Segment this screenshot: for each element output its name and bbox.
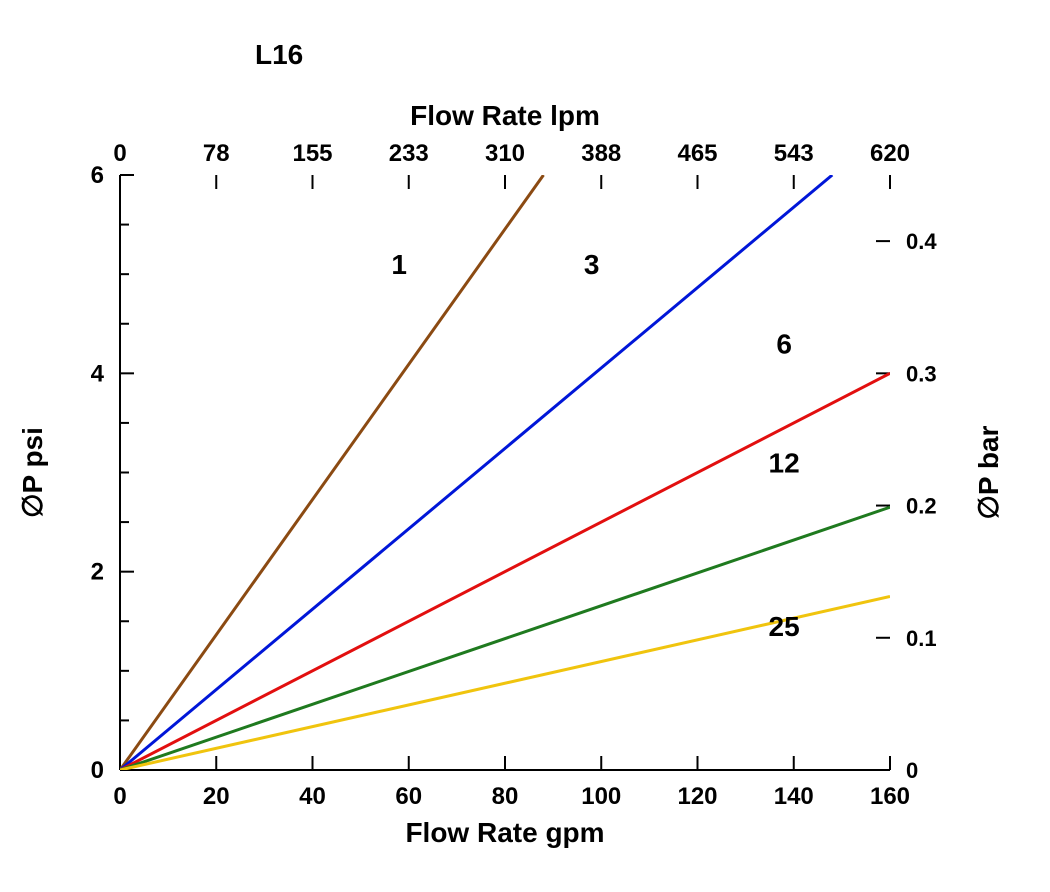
x-top-axis-title: Flow Rate lpm: [410, 100, 600, 131]
x-bottom-axis-title: Flow Rate gpm: [405, 817, 604, 848]
series-label-3: 3: [584, 249, 600, 280]
x-top-tick-label: 465: [677, 140, 717, 167]
x-bottom-tick-label: 140: [774, 783, 814, 810]
chart-title: L16: [255, 39, 303, 70]
x-bottom-tick-label: 60: [395, 783, 422, 810]
y-left-tick-label: 6: [91, 162, 104, 189]
x-bottom-tick-label: 80: [492, 783, 519, 810]
x-bottom-tick-label: 40: [299, 783, 326, 810]
y-right-tick-label: 0: [906, 758, 918, 783]
x-top-tick-label: 310: [485, 140, 525, 167]
series-label-1: 1: [391, 249, 407, 280]
y-left-tick-label: 4: [91, 360, 105, 387]
y-right-tick-label: 0.1: [906, 626, 937, 651]
x-bottom-tick-label: 0: [113, 783, 126, 810]
series-label-12: 12: [769, 448, 800, 479]
x-bottom-tick-label: 120: [677, 783, 717, 810]
x-top-tick-label: 543: [774, 140, 814, 167]
y-left-tick-label: 0: [91, 757, 104, 784]
y-right-tick-label: 0.3: [906, 361, 937, 386]
y-right-axis-title: ∅P bar: [973, 425, 1004, 519]
y-right-tick-label: 0.4: [906, 229, 937, 254]
y-left-axis-title: ∅P psi: [17, 427, 48, 518]
x-bottom-tick-label: 100: [581, 783, 621, 810]
x-top-tick-label: 620: [870, 140, 910, 167]
series-label-25: 25: [769, 611, 800, 642]
x-top-tick-label: 78: [203, 140, 230, 167]
x-top-tick-label: 0: [113, 140, 126, 167]
x-bottom-tick-label: 20: [203, 783, 230, 810]
y-right-tick-label: 0.2: [906, 494, 937, 519]
pressure-flow-chart: 0204060801001201401600781552333103884655…: [0, 0, 1050, 892]
series-label-6: 6: [776, 329, 792, 360]
x-top-tick-label: 155: [292, 140, 332, 167]
x-top-tick-label: 388: [581, 140, 621, 167]
y-left-tick-label: 2: [91, 559, 104, 586]
x-top-tick-label: 233: [389, 140, 429, 167]
x-bottom-tick-label: 160: [870, 783, 910, 810]
